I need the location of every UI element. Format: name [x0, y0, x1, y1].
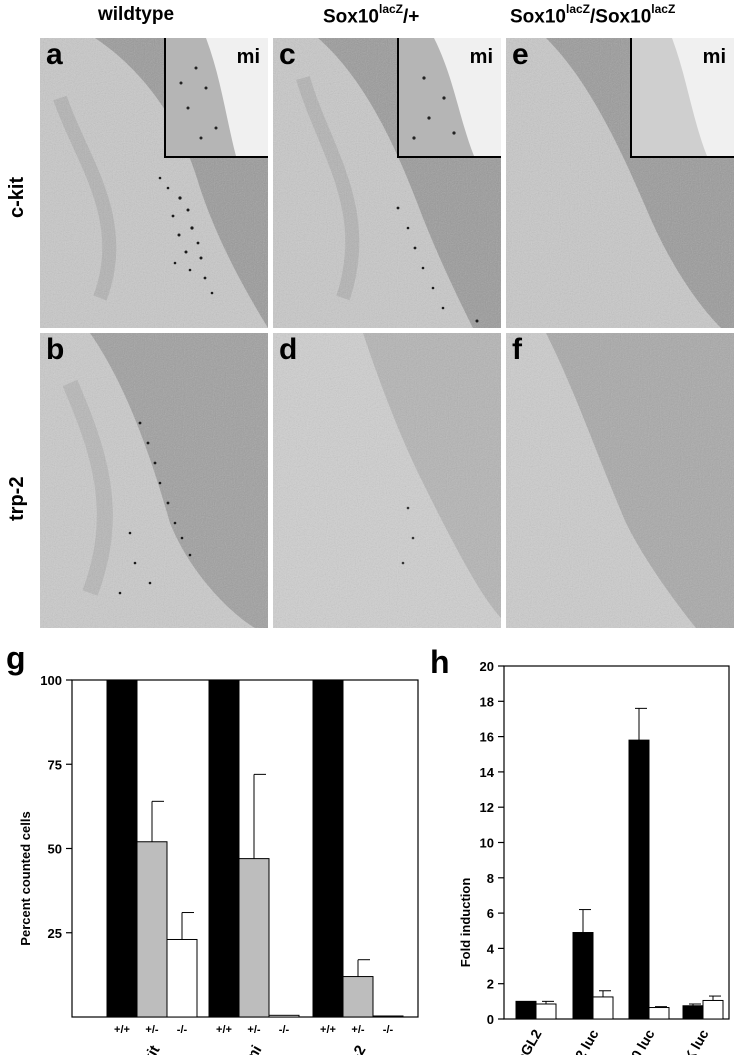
chart-h: 0 2 4 6 8 10 12 14 16 18 20 Fold induction pGL2 trp2 …	[458, 659, 730, 1055]
bar	[572, 932, 594, 1020]
y-tick-label: 12	[480, 800, 494, 815]
category-label: trp2 luc	[562, 1026, 601, 1055]
genotype-label: +/+	[216, 1024, 232, 1036]
mi-inset: mi	[397, 38, 501, 158]
row-label-trp-2: trp-2	[6, 476, 28, 521]
bar	[372, 1015, 404, 1018]
y-tick-label: 25	[48, 926, 62, 941]
micrograph-panel-d: d	[273, 333, 501, 628]
bar	[682, 1005, 704, 1020]
genotype-label: -/-	[279, 1024, 290, 1036]
y-axis-label: Percent counted cells	[18, 811, 33, 945]
column-header-superscript: lacZ	[378, 2, 403, 16]
panel-label: a	[46, 38, 63, 71]
y-tick-label: 20	[480, 659, 494, 674]
inset-image	[632, 38, 707, 156]
bar	[136, 841, 168, 1018]
micrograph-image	[506, 333, 734, 628]
panel-label: e	[512, 38, 529, 71]
y-tick-label: 4	[487, 941, 495, 956]
bar	[592, 996, 614, 1020]
micrograph-panel-c: c mi	[273, 38, 501, 328]
column-header-heterozygous: Sox10lacZ/+	[323, 2, 420, 28]
bar	[208, 679, 240, 1018]
bar	[515, 1000, 537, 1020]
column-header-suffix: /+	[403, 6, 420, 28]
column-header-homozygous: Sox10lacZ/Sox10lacZ	[510, 2, 676, 28]
bar	[628, 739, 650, 1020]
column-header-text: Sox10	[323, 6, 379, 28]
y-tick-label: 0	[487, 1012, 494, 1027]
y-tick-label: 18	[480, 694, 494, 709]
micrograph-panel-b: b	[40, 333, 268, 628]
chart-g: 25 50 75 100 Percent counted cells +/+ +/- -/- c…	[18, 673, 419, 1055]
column-header-text: Sox10	[510, 6, 566, 28]
bar	[106, 679, 138, 1018]
genotype-label: +/-	[351, 1024, 364, 1036]
micrograph-panel-e: e mi	[506, 38, 734, 328]
inset-image	[399, 38, 474, 156]
y-axis-label: Fold induction	[458, 878, 473, 968]
category-label: pGL2	[513, 1026, 545, 1055]
inset-label: mi	[236, 46, 260, 68]
genotype-label: -/-	[177, 1024, 188, 1036]
y-tick-label: 75	[48, 757, 62, 772]
y-tick-label: 6	[487, 906, 494, 921]
y-tick-label: 10	[480, 836, 494, 851]
bar	[268, 1014, 300, 1018]
bar	[342, 976, 374, 1018]
panel-label: d	[279, 333, 298, 366]
micrograph-panel-f: f	[506, 333, 734, 628]
group-label: trp-2	[338, 1043, 369, 1055]
micrograph-image	[273, 333, 501, 628]
y-tick-label: 2	[487, 977, 494, 992]
y-tick-label: 50	[48, 842, 62, 857]
group-label: mi	[242, 1043, 265, 1055]
figure-label-h: h	[430, 644, 450, 680]
mi-inset: mi	[164, 38, 268, 158]
genotype-label: +/+	[320, 1024, 336, 1036]
category-label: P0 luc	[623, 1026, 658, 1055]
bar	[648, 1007, 670, 1020]
column-header-wildtype: wildtype	[98, 4, 174, 26]
bar	[166, 938, 198, 1018]
inset-label: mi	[702, 46, 726, 68]
genotype-label: +/+	[114, 1024, 130, 1036]
inset-label: mi	[469, 46, 493, 68]
row-label-c-kit: c-kit	[6, 176, 28, 218]
panel-label: c	[279, 38, 296, 71]
y-tick-label: 14	[480, 765, 495, 780]
y-tick-label: 8	[487, 871, 494, 886]
panel-label: b	[46, 333, 65, 366]
category-label: TK luc	[676, 1026, 711, 1055]
genotype-label: -/-	[383, 1024, 394, 1036]
micrograph-panel-a: a mi	[40, 38, 268, 328]
micrograph-image	[40, 333, 268, 628]
y-tick-label: 16	[480, 730, 494, 745]
bar	[238, 858, 270, 1018]
plot-frame	[503, 665, 730, 1020]
bar	[702, 999, 724, 1020]
panel-label: f	[512, 333, 522, 366]
mi-inset: mi	[630, 38, 734, 158]
figure-label-g: g	[6, 640, 26, 676]
column-header-superscript-2: lacZ	[651, 2, 676, 16]
inset-image	[166, 38, 236, 156]
genotype-label: +/-	[247, 1024, 260, 1036]
column-header-superscript: lacZ	[565, 2, 590, 16]
y-tick-label: 100	[40, 673, 62, 688]
column-header-suffix: /Sox10	[590, 6, 652, 28]
genotype-label: +/-	[145, 1024, 158, 1036]
column-header-text: wildtype	[98, 4, 175, 25]
bar	[535, 1003, 557, 1020]
group-label: c-kit	[133, 1042, 163, 1055]
bar	[312, 679, 344, 1018]
